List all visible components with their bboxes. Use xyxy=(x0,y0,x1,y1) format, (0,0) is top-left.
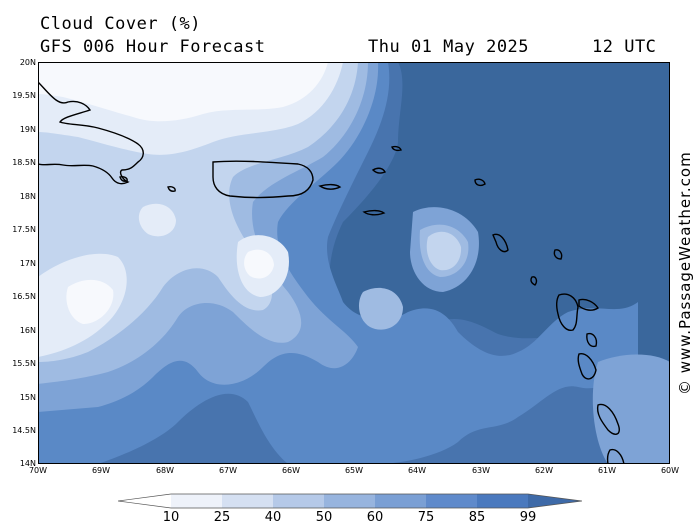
lon-label: 64W xyxy=(407,466,427,475)
lat-label: 16N xyxy=(19,326,36,335)
lon-label: 61W xyxy=(597,466,617,475)
forecast-time: 12 UTC xyxy=(592,37,657,57)
legend-colorbar xyxy=(118,493,582,509)
lat-label: 15.5N xyxy=(12,359,36,368)
barbuda-coast xyxy=(530,276,538,286)
guadeloupe-coast xyxy=(555,293,579,331)
lon-label: 60W xyxy=(660,466,680,475)
forecast-date: Thu 01 May 2025 xyxy=(368,37,530,57)
virgin-islands-coast xyxy=(371,167,386,174)
legend-swatch-6 xyxy=(426,494,477,508)
legend-label: 75 xyxy=(417,510,435,525)
map-title: Cloud Cover (%) xyxy=(40,14,202,34)
legend-label: 99 xyxy=(519,510,537,525)
lat-label: 16.5N xyxy=(12,292,36,301)
legend-label: 25 xyxy=(213,510,231,525)
cloud-cover-map xyxy=(38,62,670,464)
legend-label: 10 xyxy=(162,510,180,525)
montserrat-coast xyxy=(553,249,563,260)
mona-coast xyxy=(119,176,128,182)
lat-label: 19.5N xyxy=(12,91,36,100)
legend-label: 40 xyxy=(264,510,282,525)
legend-swatch-7 xyxy=(477,494,528,508)
legend-swatch-2 xyxy=(222,494,273,508)
lon-label: 65W xyxy=(344,466,364,475)
forecast-subtitle: GFS 006 Hour Forecast xyxy=(40,37,266,57)
st-vincent-coast xyxy=(606,448,625,464)
lat-label: 18N xyxy=(19,192,36,201)
lon-label: 66W xyxy=(281,466,301,475)
st-barts-coast xyxy=(474,178,486,187)
legend-swatch-8 xyxy=(528,494,582,508)
site-credit: © www.PassageWeather.com xyxy=(676,151,694,395)
legend-swatch-4 xyxy=(324,494,375,508)
cloud-layer-40 xyxy=(426,231,462,271)
lon-label: 70W xyxy=(28,466,48,475)
lat-label: 17.5N xyxy=(12,225,36,234)
legend-label: 60 xyxy=(366,510,384,525)
dominica-coast xyxy=(586,332,598,348)
lat-label: 19N xyxy=(19,125,36,134)
lat-label: 14N xyxy=(19,459,36,468)
lon-label: 68W xyxy=(155,466,175,475)
coastlines xyxy=(38,81,625,464)
legend-swatch-0 xyxy=(118,494,171,508)
lon-label: 69W xyxy=(91,466,111,475)
legend-label: 50 xyxy=(315,510,333,525)
cloud-layer-10 xyxy=(244,249,274,279)
vieques-coast xyxy=(318,183,342,190)
legend-swatch-3 xyxy=(273,494,324,508)
lat-label: 17N xyxy=(19,259,36,268)
antigua-coast xyxy=(492,233,509,253)
lat-label: 14.5N xyxy=(12,426,36,435)
lon-label: 62W xyxy=(534,466,554,475)
cloud-layer-10 xyxy=(38,62,328,122)
lon-label: 67W xyxy=(218,466,238,475)
saba-coast xyxy=(167,186,176,192)
cloud-layer-25 xyxy=(138,203,176,237)
puerto-rico-coast xyxy=(212,160,314,199)
lat-label: 15N xyxy=(19,393,36,402)
cloud-layer-50 xyxy=(358,287,403,330)
cloud-layer-60 xyxy=(592,354,670,464)
guadeloupe-east-coast xyxy=(578,298,599,311)
hispaniola-coast xyxy=(38,81,144,185)
map-frame xyxy=(38,62,670,464)
st-lucia-coast xyxy=(596,403,620,435)
lat-label: 18.5N xyxy=(12,158,36,167)
legend-swatch-5 xyxy=(375,494,426,508)
lon-label: 63W xyxy=(471,466,491,475)
cloud-layer-10 xyxy=(66,279,114,324)
lat-label: 20N xyxy=(19,58,36,67)
martinique-coast xyxy=(577,353,597,380)
st-croix-coast xyxy=(362,209,386,216)
legend-label: 85 xyxy=(468,510,486,525)
legend-swatch-1 xyxy=(171,494,222,508)
anguilla-coast xyxy=(391,145,402,152)
